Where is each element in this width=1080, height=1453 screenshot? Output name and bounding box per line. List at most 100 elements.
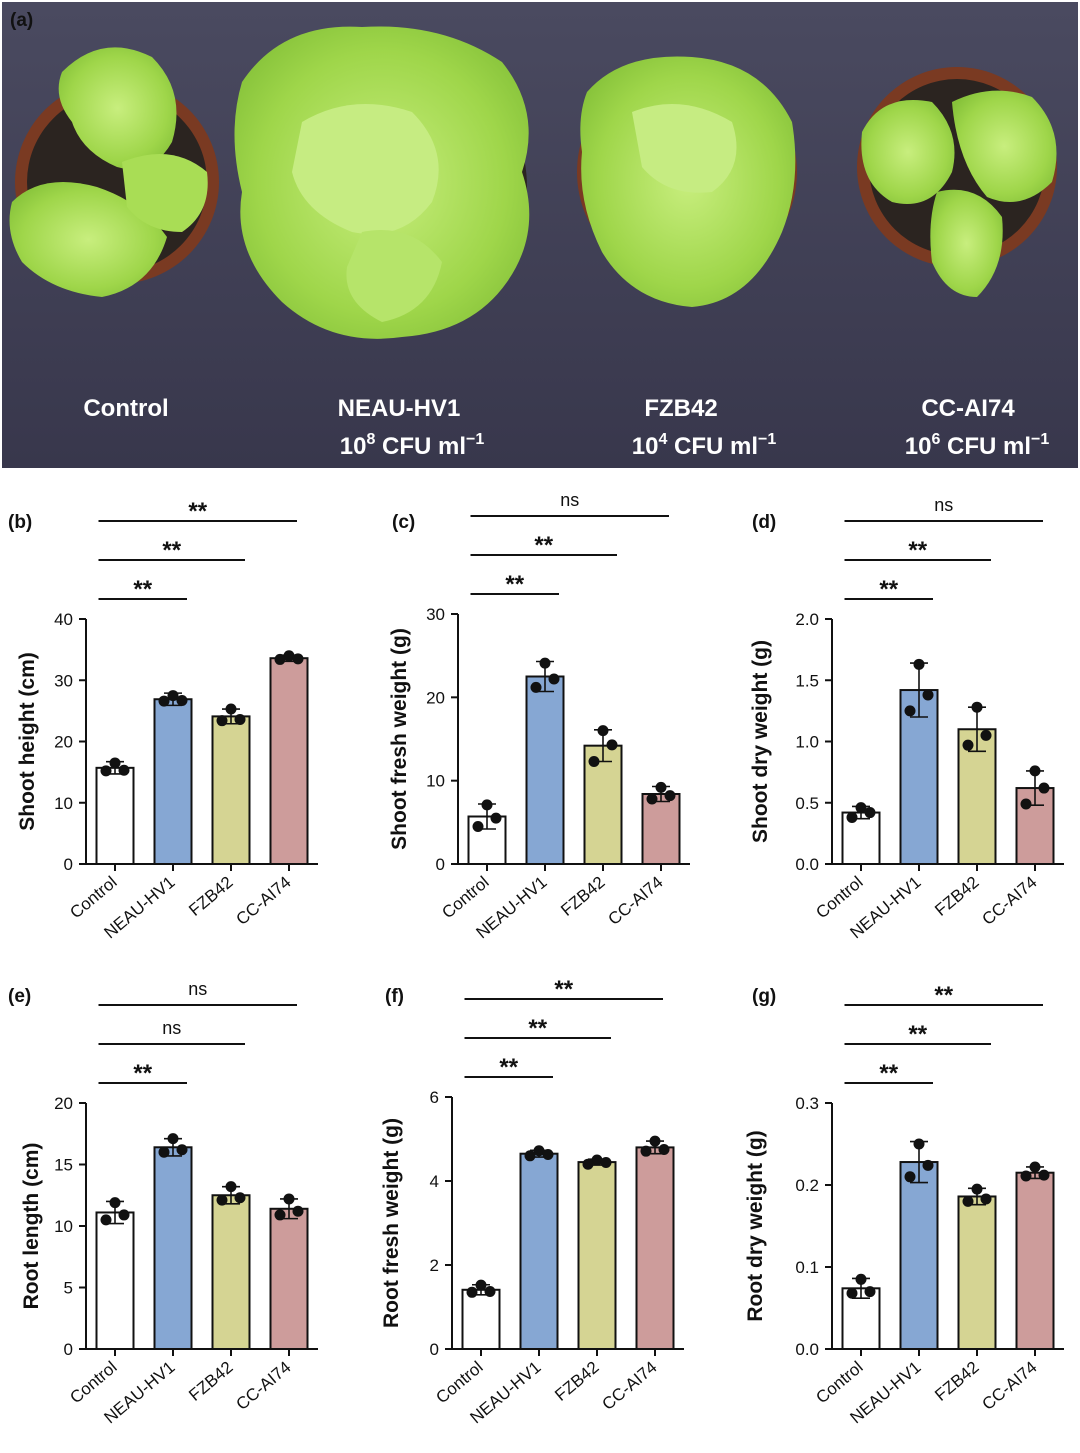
data-point	[606, 739, 618, 751]
data-point	[1038, 782, 1050, 794]
bar-cc-ai74	[1015, 1171, 1055, 1350]
data-point	[484, 1285, 496, 1297]
bar-fzb42	[211, 715, 251, 866]
data-point	[664, 790, 676, 802]
significance-label: **	[499, 1054, 518, 1081]
data-point	[864, 807, 876, 819]
panel-letter: (d)	[752, 512, 776, 533]
data-point	[234, 1192, 246, 1204]
plant-cc-ai74	[857, 67, 1057, 297]
y-tick-label: 2.0	[795, 610, 819, 629]
significance-label: **	[879, 576, 898, 603]
data-point	[864, 1286, 876, 1298]
bar-cc-ai74	[269, 657, 309, 866]
y-tick-label: 1.5	[795, 671, 819, 690]
data-point	[588, 756, 600, 767]
category-label: FZB42	[185, 873, 236, 920]
y-tick-label: 0	[430, 1340, 439, 1359]
data-point	[481, 799, 493, 811]
y-tick-label: 10	[54, 794, 73, 813]
y-tick-label: 20	[426, 688, 445, 707]
panel-letter: (e)	[8, 986, 31, 1007]
bar-neau-hv1	[899, 1161, 939, 1351]
category-label: FZB42	[931, 1358, 982, 1405]
data-point	[234, 713, 246, 725]
data-point	[472, 821, 484, 832]
significance-label: ns	[934, 495, 953, 515]
data-point	[582, 1158, 594, 1170]
data-point	[980, 1193, 992, 1205]
significance-label: **	[908, 1021, 927, 1048]
y-tick-label: 20	[54, 1094, 73, 1113]
y-axis-title: Shoot fresh weight (g)	[388, 628, 411, 850]
data-point	[904, 1171, 916, 1183]
y-axis-title: Root length (cm)	[20, 1143, 43, 1310]
data-point	[109, 757, 121, 769]
panel-letter: (f)	[385, 986, 404, 1007]
photo-labels: Control NEAU-HV1 108 CFU ml−1 FZB42 104 CFU …	[83, 395, 1049, 460]
bar-control	[461, 1288, 501, 1351]
plant-control	[9, 47, 219, 297]
category-label: CC-AI74	[232, 873, 294, 929]
data-point	[1029, 765, 1041, 777]
data-point	[100, 765, 112, 777]
data-point	[167, 690, 179, 702]
y-tick-label: 5	[64, 1279, 73, 1298]
data-point	[971, 701, 983, 713]
bar-neau-hv1	[153, 1146, 193, 1351]
data-point	[904, 705, 916, 717]
data-point	[1029, 1161, 1041, 1173]
data-point	[655, 781, 667, 793]
bar-control	[95, 766, 135, 866]
y-tick-label: 0.0	[795, 855, 819, 874]
panel-letter: (c)	[392, 512, 415, 533]
data-point	[475, 1279, 487, 1291]
y-tick-label: 10	[426, 772, 445, 791]
photo-label-dose: 106 CFU ml−1	[905, 431, 1050, 460]
bar-cc-ai74	[635, 1146, 675, 1351]
photo-label-name: Control	[83, 395, 168, 422]
data-point	[980, 729, 992, 741]
category-label: FZB42	[185, 1358, 236, 1405]
lettuce-photo: (a) Control NEAU-HV1 108 CFU ml−1 FZB42 104 …	[2, 2, 1078, 468]
chart-2: (c)Shoot fresh weight (g)0102030ControlN…	[388, 490, 690, 942]
y-tick-label: 0	[64, 1340, 73, 1359]
category-label: Control	[438, 873, 492, 923]
data-point	[649, 1135, 661, 1147]
significance-label: **	[554, 976, 573, 1003]
plant-neau-hv1	[234, 26, 530, 339]
panel-letter: (g)	[752, 986, 776, 1007]
data-point	[274, 653, 286, 665]
y-tick-label: 30	[54, 671, 73, 690]
data-point	[846, 1287, 858, 1299]
data-point	[971, 1183, 983, 1195]
data-point	[539, 657, 551, 669]
significance-label: **	[133, 1060, 152, 1087]
data-point	[530, 681, 542, 693]
data-point	[542, 1149, 554, 1161]
data-point	[100, 1214, 112, 1226]
y-tick-label: 20	[54, 733, 73, 752]
data-point	[846, 811, 858, 823]
photo-label-dose: 108 CFU ml−1	[340, 431, 485, 460]
significance-label: **	[188, 498, 207, 525]
data-point	[548, 673, 560, 685]
y-tick-label: 0.3	[795, 1094, 819, 1113]
chart-1: (b)Shoot height (cm)010203040ControlNEAU…	[8, 498, 318, 942]
photo-panel: (a) Control NEAU-HV1 108 CFU ml−1 FZB42 104 …	[2, 2, 1078, 468]
y-tick-label: 15	[54, 1156, 73, 1175]
category-label: Control	[66, 873, 120, 923]
data-point	[1038, 1169, 1050, 1181]
data-point	[533, 1145, 545, 1157]
bar-neau-hv1	[525, 675, 565, 865]
data-point	[913, 658, 925, 670]
significance-label: **	[534, 532, 553, 559]
data-point	[913, 1138, 925, 1150]
panel-letter: (b)	[8, 512, 32, 533]
y-tick-label: 30	[426, 605, 445, 624]
data-point	[855, 802, 867, 814]
data-point	[962, 739, 974, 751]
data-point	[597, 725, 609, 737]
y-tick-label: 0	[64, 855, 73, 874]
category-label: FZB42	[551, 1358, 602, 1405]
